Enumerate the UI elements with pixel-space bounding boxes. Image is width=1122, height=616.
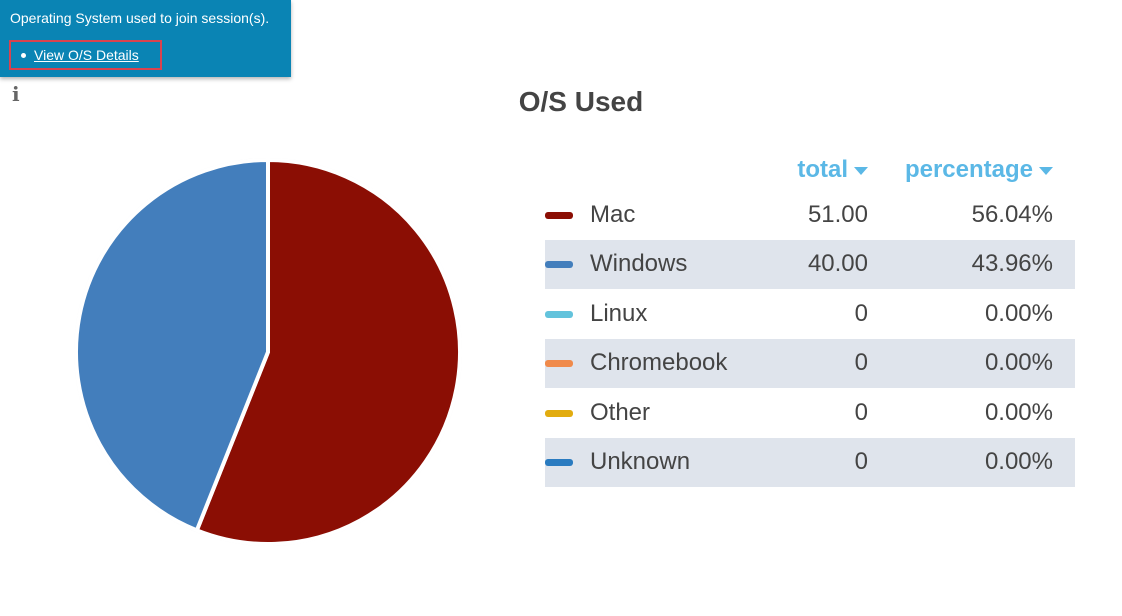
percentage-column-header[interactable]: percentage — [868, 150, 1053, 190]
legend-swatch — [545, 261, 573, 269]
total-value: 0 — [854, 299, 868, 327]
pie-chart — [74, 158, 462, 546]
caret-down-icon — [854, 166, 868, 175]
legend-row[interactable]: Linux 0 0.00% — [545, 289, 1075, 339]
legend-label: Mac — [590, 200, 636, 228]
legend-table: total percentage Mac 51.00 56.04% Windows… — [545, 150, 1075, 487]
total-value: 0 — [775, 338, 868, 388]
tooltip: Operating System used to join session(s)… — [0, 0, 291, 77]
legend-swatch — [545, 360, 573, 368]
legend-label: Chromebook — [590, 349, 728, 377]
legend-label: Unknown — [590, 448, 691, 476]
bullet-icon — [21, 52, 26, 58]
legend-swatch — [545, 409, 573, 417]
legend-label: Windows — [590, 250, 688, 278]
total-value: 0 — [854, 398, 868, 426]
percentage-value: 0.00% — [868, 338, 1053, 388]
caret-down-icon — [1039, 166, 1053, 175]
legend-swatch — [545, 459, 573, 467]
pie-slice-windows[interactable] — [74, 158, 270, 533]
legend-row[interactable]: Mac 51.00 56.04% — [545, 190, 1075, 240]
info-icon[interactable]: i — [12, 82, 20, 106]
chart-title: O/S Used — [518, 86, 644, 117]
legend-swatch — [545, 310, 573, 318]
percentage-value: 43.96% — [868, 239, 1053, 289]
total-header-label: total — [797, 156, 848, 183]
legend-row[interactable]: Unknown 0 0.00% — [545, 437, 1075, 487]
legend-label: Linux — [590, 299, 648, 327]
percentage-value: 0.00% — [984, 398, 1053, 426]
tooltip-description: Operating System used to join session(s)… — [10, 10, 270, 26]
view-details-item[interactable]: View O/S Details — [9, 40, 162, 70]
legend-row[interactable]: Windows 40.00 43.96% — [545, 239, 1075, 289]
percentage-header-label: percentage — [904, 156, 1033, 183]
legend-row[interactable]: Chromebook 0 0.00% — [545, 338, 1075, 388]
legend-label: Other — [590, 398, 651, 426]
percentage-value: 0.00% — [984, 299, 1053, 327]
total-value: 0 — [775, 437, 868, 487]
percentage-value: 56.04% — [971, 200, 1053, 228]
view-os-details-link[interactable]: View O/S Details — [34, 47, 139, 63]
total-value: 51.00 — [807, 200, 868, 228]
pie-slice-mac[interactable] — [194, 158, 462, 546]
legend-row[interactable]: Other 0 0.00% — [545, 388, 1075, 438]
legend-swatch — [545, 211, 573, 219]
percentage-value: 0.00% — [868, 437, 1053, 487]
total-value: 40.00 — [775, 239, 868, 289]
total-column-header[interactable]: total — [775, 150, 868, 190]
